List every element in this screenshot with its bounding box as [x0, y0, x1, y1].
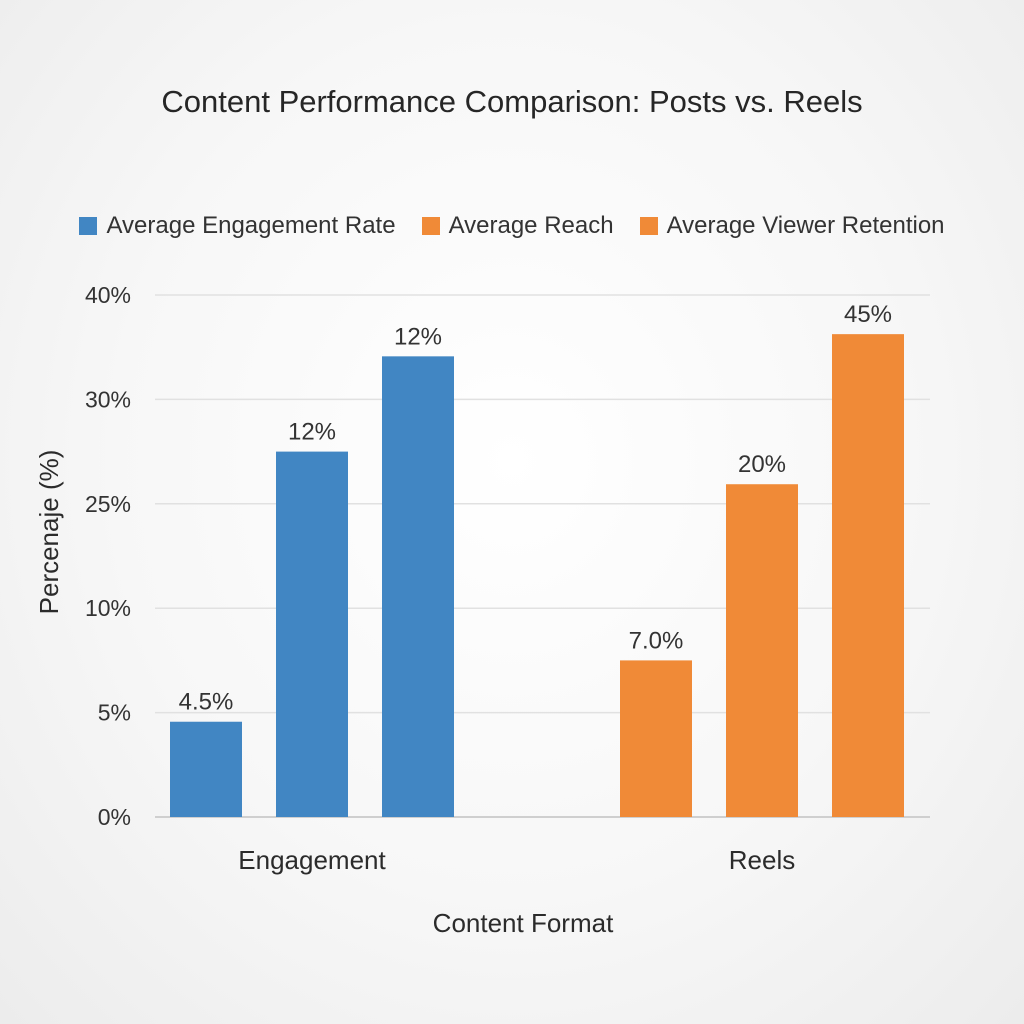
y-tick-label: 30% [85, 386, 131, 412]
y-tick-label: 25% [85, 491, 131, 517]
y-tick-label: 10% [85, 595, 131, 621]
data-label: 12% [288, 419, 336, 446]
data-labels: 4.5% 12% 12% 7.0% 20% 45% [179, 301, 892, 716]
legend-label-reach: Average Reach [448, 212, 614, 239]
legend-item-viewer-retention: Average Viewer Retention [639, 212, 945, 240]
legend-swatch-reach [421, 217, 440, 235]
bar-engagement-2 [276, 451, 348, 817]
data-label: 4.5% [179, 689, 234, 716]
legend-label-viewer-retention: Average Viewer Retention [666, 212, 945, 239]
bar-reels-3 [832, 334, 904, 817]
bar-engagement-1 [170, 721, 242, 817]
y-axis-title: Percenaje (%) [34, 450, 64, 615]
data-label: 45% [844, 301, 892, 328]
legend-swatch-engagement-rate [79, 217, 98, 235]
legend-item-engagement-rate: Average Engagement Rate [79, 212, 396, 240]
legend-label-engagement-rate: Average Engagement Rate [106, 212, 396, 239]
y-axis-ticks: 0% 5% 10% 25% 30% 40% [85, 282, 131, 830]
y-tick-label: 0% [98, 804, 131, 830]
legend-swatch-viewer-retention [639, 217, 658, 235]
legend-item-reach: Average Reach [421, 212, 614, 240]
data-label: 12% [394, 323, 442, 350]
data-label: 7.0% [629, 627, 684, 654]
x-axis-title: Content Format [433, 908, 614, 938]
chart-legend: Average Engagement Rate Average Reach Av… [0, 212, 1024, 240]
y-tick-label: 40% [85, 282, 131, 308]
bar-reels-1 [620, 660, 692, 817]
x-category-label: Engagement [238, 845, 386, 875]
bar-reels-2 [726, 484, 798, 817]
gridlines [155, 294, 930, 818]
bar-engagement-3 [382, 356, 454, 817]
data-label: 20% [738, 451, 786, 478]
bars [170, 334, 904, 817]
y-tick-label: 5% [98, 700, 131, 726]
chart-title: Content Performance Comparison: Posts vs… [161, 84, 863, 119]
x-category-label: Reels [729, 845, 795, 875]
category-labels: Engagement Reels [238, 845, 795, 875]
